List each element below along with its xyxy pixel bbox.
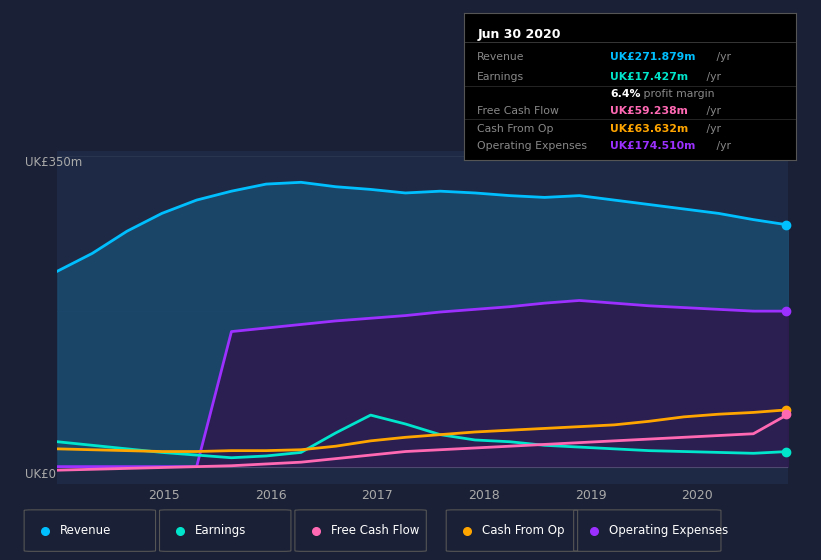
Text: Revenue: Revenue bbox=[477, 52, 525, 62]
Text: /yr: /yr bbox=[704, 106, 722, 116]
Text: Free Cash Flow: Free Cash Flow bbox=[331, 524, 419, 537]
Text: Cash From Op: Cash From Op bbox=[482, 524, 565, 537]
Text: Operating Expenses: Operating Expenses bbox=[609, 524, 729, 537]
Text: /yr: /yr bbox=[704, 72, 722, 82]
Text: Operating Expenses: Operating Expenses bbox=[477, 141, 587, 151]
Text: profit margin: profit margin bbox=[640, 88, 714, 99]
Text: UK£271.879m: UK£271.879m bbox=[610, 52, 695, 62]
Text: Jun 30 2020: Jun 30 2020 bbox=[477, 27, 561, 40]
Text: UK£174.510m: UK£174.510m bbox=[610, 141, 695, 151]
Text: UK£350m: UK£350m bbox=[25, 156, 82, 169]
Text: UK£59.238m: UK£59.238m bbox=[610, 106, 688, 116]
Text: Earnings: Earnings bbox=[477, 72, 525, 82]
Text: UK£17.427m: UK£17.427m bbox=[610, 72, 688, 82]
Text: Earnings: Earnings bbox=[195, 524, 247, 537]
Text: Revenue: Revenue bbox=[60, 524, 112, 537]
Text: /yr: /yr bbox=[713, 52, 731, 62]
Text: /yr: /yr bbox=[713, 141, 731, 151]
Text: UK£0: UK£0 bbox=[25, 468, 56, 482]
Text: /yr: /yr bbox=[704, 124, 722, 134]
Text: 6.4%: 6.4% bbox=[610, 88, 640, 99]
Text: Free Cash Flow: Free Cash Flow bbox=[477, 106, 559, 116]
Text: UK£63.632m: UK£63.632m bbox=[610, 124, 689, 134]
Text: Cash From Op: Cash From Op bbox=[477, 124, 553, 134]
